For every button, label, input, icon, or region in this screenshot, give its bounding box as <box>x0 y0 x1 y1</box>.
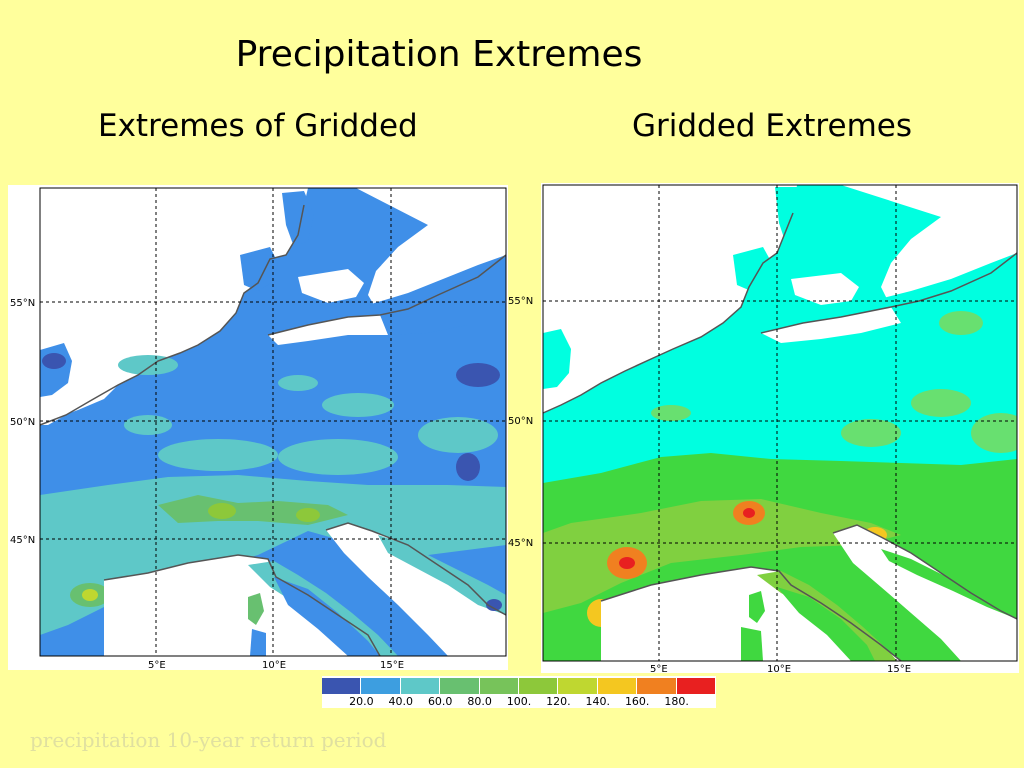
right-lon-label-10: 10°E <box>767 664 792 675</box>
legend-swatch <box>597 678 638 694</box>
legend-label: 80.0 <box>467 695 492 708</box>
legend-label: 180. <box>664 695 689 708</box>
legend-label: 40.0 <box>388 695 414 708</box>
legend-label: 160. <box>624 695 650 708</box>
lon-label-5: 5°E <box>148 660 166 670</box>
legend-swatch <box>637 678 677 694</box>
color-legend: 20.0 40.0 60.0 80.0 100. 120. 140. 160. 180. <box>322 676 717 708</box>
left-precipitation-map: 55°N 50°N 45°N 5°E 10°E 15°E <box>8 185 508 670</box>
legend-swatch <box>676 678 717 694</box>
slide-footer: precipitation 10-year return period <box>30 728 387 752</box>
legend-labels: 20.0 40.0 60.0 80.0 100. 120. 140. 160. 180. <box>322 695 716 708</box>
legend-swatch <box>558 678 598 694</box>
lon-label-15: 15°E <box>380 660 404 670</box>
legend-swatch <box>400 678 441 694</box>
right-precipitation-map <box>541 183 1019 673</box>
slide-title: Precipitation Extremes <box>235 34 643 75</box>
lat-label-55: 55°N <box>10 298 35 309</box>
right-lon-label-15: 15°E <box>887 664 912 675</box>
left-map-caption: Extremes of Gridded <box>98 108 418 144</box>
legend-swatches <box>322 678 717 694</box>
lat-label-45: 45°N <box>10 535 35 546</box>
right-map-caption: Gridded Extremes <box>632 108 912 144</box>
right-lat-label-50: 50°N <box>508 416 534 427</box>
right-lat-label-45: 45°N <box>508 538 534 549</box>
legend-label: 100. <box>506 695 532 708</box>
right-lat-label-55: 55°N <box>508 296 534 307</box>
lat-label-50: 50°N <box>10 417 35 428</box>
legend-swatch <box>440 678 480 694</box>
legend-label: 120. <box>546 695 571 708</box>
legend-label: 60.0 <box>427 695 453 708</box>
right-lon-label-5: 5°E <box>650 664 668 675</box>
legend-swatch <box>361 678 401 694</box>
lon-label-10: 10°E <box>262 660 286 670</box>
legend-label: 20.0 <box>349 695 374 708</box>
legend-swatch <box>479 678 520 694</box>
legend-label: 140. <box>585 695 611 708</box>
legend-swatch <box>322 678 362 694</box>
legend-swatch <box>519 678 559 694</box>
